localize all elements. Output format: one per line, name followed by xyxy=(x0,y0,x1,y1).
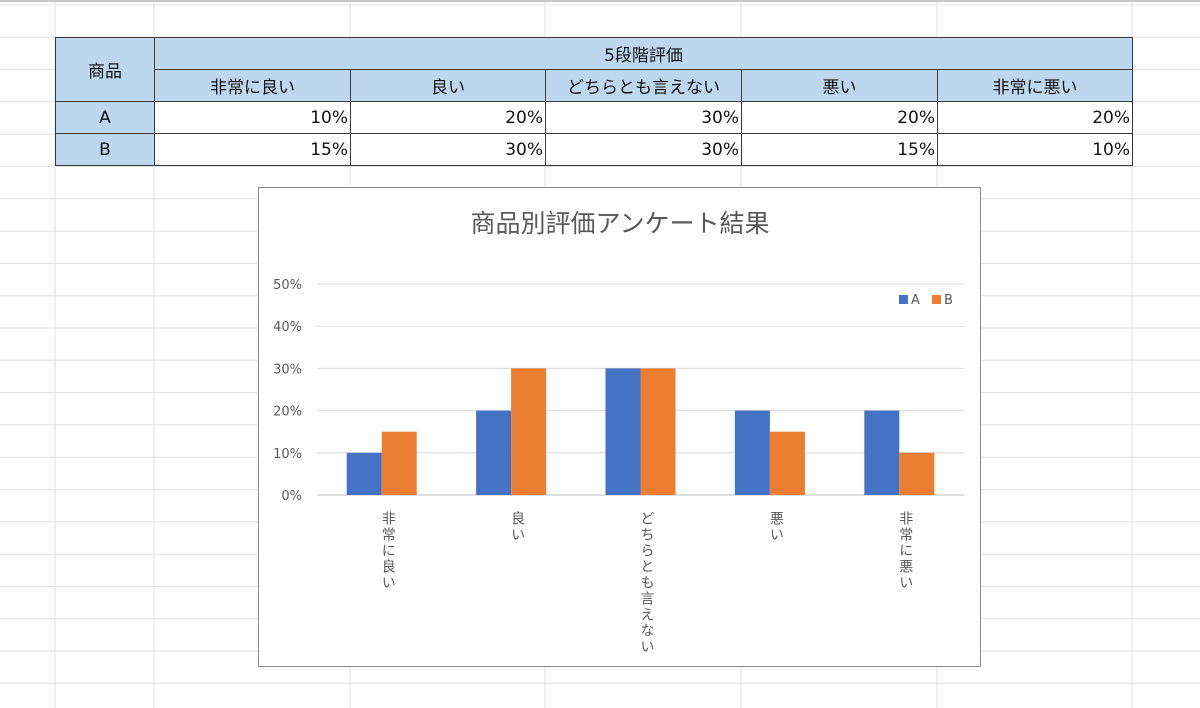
bar-chart[interactable]: 商品別評価アンケート結果 0% 10% 20% 30% 40% 50% 非常に良い 良い どちらと… xyxy=(259,188,980,666)
column-header-good[interactable]: 良い xyxy=(350,69,546,102)
chart-title: 商品別評価アンケート結果 xyxy=(470,209,769,238)
bar-b-2[interactable] xyxy=(511,368,547,495)
column-header-bad[interactable]: 悪い xyxy=(741,69,938,102)
rating-group-header-cell[interactable]: 5段階評価 xyxy=(154,37,1133,70)
y-tick-label: 50% xyxy=(273,278,302,293)
cell-a-very-bad[interactable]: 20% xyxy=(937,101,1133,134)
bar-b-3[interactable] xyxy=(640,368,676,495)
bar-b-5[interactable] xyxy=(899,452,935,495)
cell-b-very-bad[interactable]: 10% xyxy=(937,133,1133,166)
cell-a-bad[interactable]: 20% xyxy=(741,101,938,134)
cell-b-bad[interactable]: 15% xyxy=(741,133,938,166)
cell-a-very-good[interactable]: 10% xyxy=(154,101,351,134)
column-header-very-bad[interactable]: 非常に悪い xyxy=(937,69,1133,102)
bar-b-1[interactable] xyxy=(381,431,417,495)
table-row-a: A 10% 20% 30% 20% 20% xyxy=(55,101,1133,134)
bar-a-1[interactable] xyxy=(346,452,382,495)
x-category-label: 悪い xyxy=(768,511,784,543)
y-tick-label: 0% xyxy=(281,489,302,504)
cell-b-very-good[interactable]: 15% xyxy=(154,133,351,166)
y-tick-label: 20% xyxy=(273,405,302,420)
row-label-b[interactable]: B xyxy=(55,133,155,166)
legend-label-b: B xyxy=(944,293,953,308)
legend-swatch-b xyxy=(932,295,941,304)
row-label-a[interactable]: A xyxy=(55,101,155,134)
x-category-label: 良い xyxy=(509,511,525,543)
column-header-very-good[interactable]: 非常に良い xyxy=(154,69,351,102)
column-header-neutral[interactable]: どちらとも言えない xyxy=(545,69,742,102)
product-header-cell[interactable]: 商品 xyxy=(55,37,155,102)
cell-a-good[interactable]: 20% xyxy=(350,101,546,134)
rating-table: 商品 5段階評価 非常に良い 良い どちらとも言えない 悪い 非常に悪い A 1… xyxy=(55,37,1133,166)
cell-b-good[interactable]: 30% xyxy=(350,133,546,166)
cell-b-neutral[interactable]: 30% xyxy=(545,133,742,166)
y-tick-label: 10% xyxy=(273,447,302,462)
bar-a-5[interactable] xyxy=(864,410,900,495)
chart-object[interactable]: 商品別評価アンケート結果 0% 10% 20% 30% 40% 50% 非常に良い 良い どちらと… xyxy=(258,187,981,667)
bar-b-4[interactable] xyxy=(769,431,805,495)
legend-label-a: A xyxy=(911,293,920,308)
bar-a-2[interactable] xyxy=(476,410,512,495)
cell-a-neutral[interactable]: 30% xyxy=(545,101,742,134)
bar-a-4[interactable] xyxy=(734,410,770,495)
x-category-label: どちらとも言えない xyxy=(639,511,655,655)
table-row-b: B 15% 30% 30% 15% 10% xyxy=(55,133,1133,166)
x-category-label: 非常に悪い xyxy=(897,511,913,591)
bar-a-3[interactable] xyxy=(605,368,641,495)
y-tick-label: 30% xyxy=(273,362,302,377)
y-tick-label: 40% xyxy=(273,320,302,335)
legend-swatch-a xyxy=(899,295,908,304)
x-category-label: 非常に良い xyxy=(380,511,396,591)
